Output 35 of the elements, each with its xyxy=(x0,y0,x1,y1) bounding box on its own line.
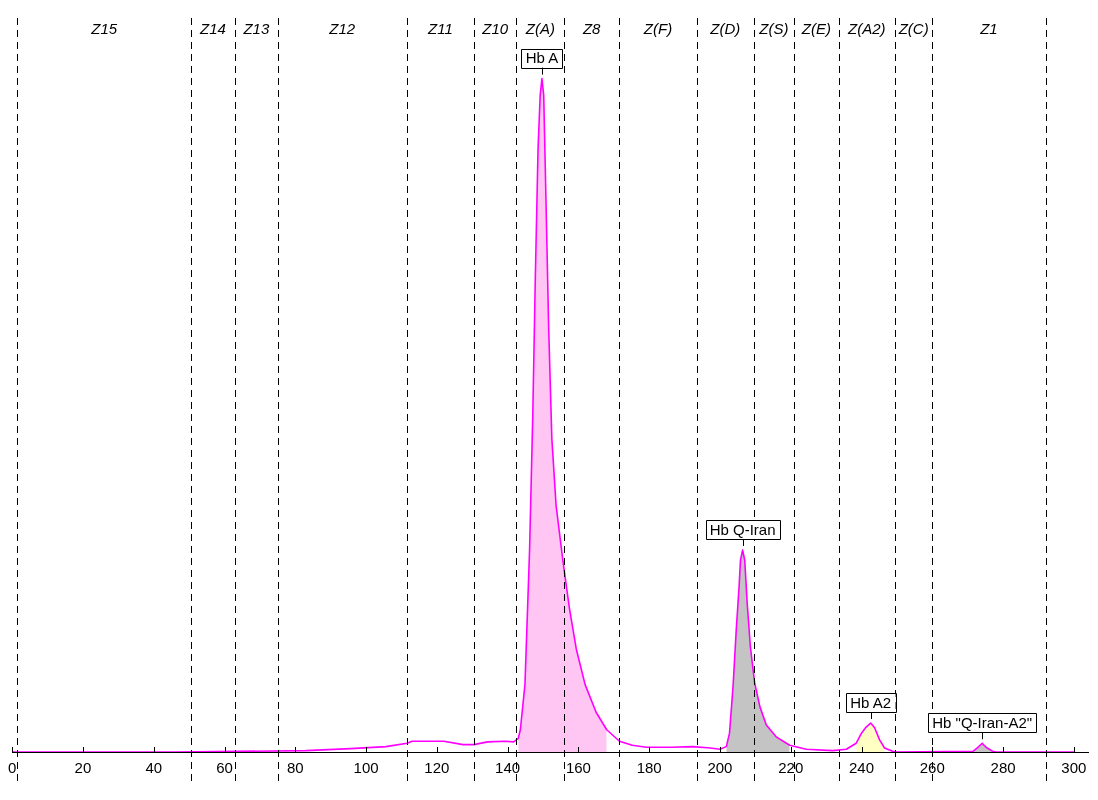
text: Z10 xyxy=(481,20,509,38)
x-tick-label: 280 xyxy=(990,759,1016,777)
text: Z14 xyxy=(199,20,226,38)
annotation: Hb "Q-Iran-A2" xyxy=(932,713,1033,731)
text: Z12 xyxy=(328,20,356,38)
x-tick-label: 160 xyxy=(565,759,591,777)
text: Z(E) xyxy=(800,20,831,38)
x-tick-label: 180 xyxy=(636,759,662,777)
text: Z11 xyxy=(427,20,453,38)
x-tick-label: 80 xyxy=(286,759,304,777)
x-tick-label: 300 xyxy=(1061,759,1087,777)
x-tick-label: 240 xyxy=(848,759,875,777)
text: Z15 xyxy=(90,20,118,38)
text: Z(F) xyxy=(642,20,673,38)
text: Z1 xyxy=(979,20,998,38)
text: Z(A2) xyxy=(847,20,886,38)
text: Z(D) xyxy=(709,20,741,38)
annotation: Hb A2 xyxy=(850,693,892,711)
annotation: Hb A xyxy=(525,49,559,67)
text: Z(A) xyxy=(524,20,555,38)
text: Z13 xyxy=(242,20,270,38)
x-tick-label: 20 xyxy=(74,759,92,777)
text: Z8 xyxy=(581,20,602,38)
text: Z(C) xyxy=(897,20,929,38)
x-tick-label: 200 xyxy=(707,759,733,777)
x-tick-label: 220 xyxy=(778,759,804,777)
x-tick-label: 0 xyxy=(8,759,17,777)
x-tick-label: 40 xyxy=(145,759,163,777)
text: Z(S) xyxy=(758,20,789,38)
x-tick-label: 100 xyxy=(353,759,379,777)
x-tick-label: 260 xyxy=(919,759,945,777)
annotation: Hb Q-Iran xyxy=(709,520,776,538)
x-tick-label: 120 xyxy=(424,759,450,777)
x-tick-label: 140 xyxy=(495,759,521,777)
x-tick-label: 60 xyxy=(216,759,233,777)
